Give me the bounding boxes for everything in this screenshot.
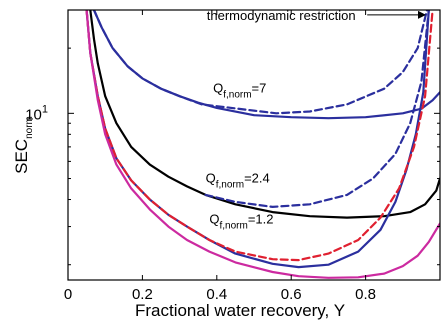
series-line-2 xyxy=(92,10,429,115)
series-line-6 xyxy=(85,10,434,262)
annotation-q-main: Q xyxy=(209,211,219,226)
y-axis-label-main: SEC xyxy=(12,139,31,174)
series-line-7 xyxy=(85,10,440,279)
x-tick-label: 0.8 xyxy=(355,286,376,303)
x-tick-label: 0.2 xyxy=(132,286,153,303)
annotation-q-value: =7 xyxy=(252,80,267,95)
x-tick-label: 0 xyxy=(64,286,72,303)
series-line-5 xyxy=(85,10,430,269)
series-line-4 xyxy=(204,10,430,208)
x-axis-label: Fractional water recovery, Y xyxy=(135,301,345,320)
annotation-q-main: Q xyxy=(213,80,223,95)
y-tick-label-exp: 1 xyxy=(42,103,48,115)
series-layer xyxy=(85,10,440,279)
annotation-q-main: Q xyxy=(206,170,216,185)
annotation-q-label-3: Qf,norm=1.2 xyxy=(209,211,273,231)
annotation-q-sub: f,norm xyxy=(219,220,247,231)
x-tick-label: 0.6 xyxy=(281,286,302,303)
plot-frame xyxy=(67,9,441,281)
y-tick-label-base: 10 xyxy=(25,106,42,123)
x-tick-label: 0.4 xyxy=(206,286,227,303)
annotation-q-label-1: Qf,norm=7 xyxy=(213,80,266,100)
y-axis-label: SECnorm xyxy=(12,116,35,174)
y-tick-label: 101 xyxy=(25,103,48,123)
series-line-1 xyxy=(92,10,440,120)
annotation-layer: thermodynamic restrictionQf,norm=7Qf,nor… xyxy=(206,8,426,231)
annotation-q-sub: f,norm xyxy=(216,179,244,190)
annotation-q-label-2: Qf,norm=2.4 xyxy=(206,170,270,190)
annotation-thermodynamic-restriction: thermodynamic restriction xyxy=(207,8,356,23)
annotation-q-sub: f,norm xyxy=(223,89,251,100)
annotation-q-value: =1.2 xyxy=(248,211,274,226)
y-axis-label-sub: norm xyxy=(24,116,35,139)
ticks-layer: 0 0.2 0.4 0.6 0.8 101 xyxy=(25,9,440,303)
annotation-q-value: =2.4 xyxy=(244,170,270,185)
